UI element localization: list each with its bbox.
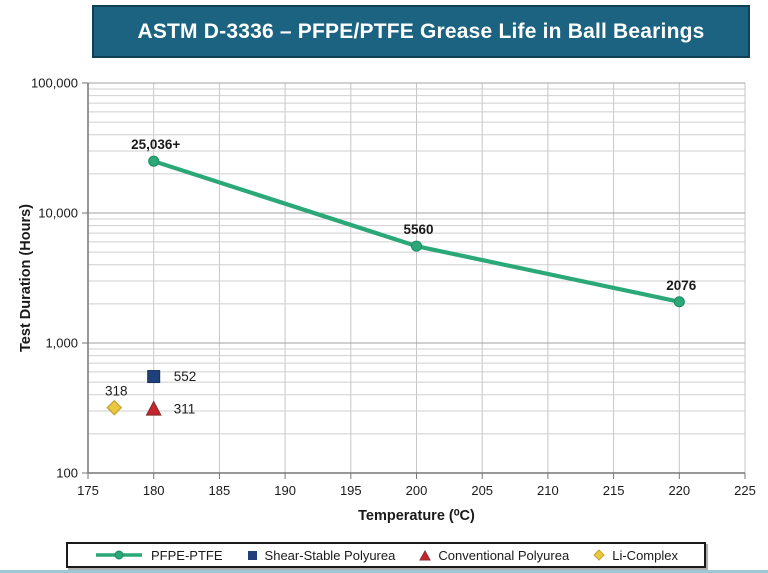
legend-label: Shear-Stable Polyurea bbox=[264, 547, 396, 563]
chart-title: ASTM D-3336 – PFPE/PTFE Grease Life in B… bbox=[137, 19, 705, 43]
chart-legend: PFPE-PTFE Shear-Stable Polyurea Conventi… bbox=[66, 542, 706, 568]
data-label: 552 bbox=[174, 369, 197, 384]
marker-circle bbox=[410, 240, 423, 252]
x-tick-label: 215 bbox=[603, 483, 625, 498]
x-tick-label: 210 bbox=[537, 483, 559, 498]
marker-triangle bbox=[145, 400, 162, 416]
data-label: 311 bbox=[174, 401, 196, 416]
x-tick-label: 205 bbox=[471, 483, 493, 498]
legend-triangle-marker-icon bbox=[419, 549, 432, 560]
legend-item-shear-stable-polyurea: Shear-Stable Polyurea bbox=[247, 547, 396, 563]
chart-title-bar: ASTM D-3336 – PFPE/PTFE Grease Life in B… bbox=[92, 5, 750, 58]
legend-label: PFPE-PTFE bbox=[151, 547, 223, 563]
legend-square-marker-icon bbox=[247, 550, 257, 560]
legend-label: Li-Complex bbox=[612, 547, 678, 563]
x-tick-label: 175 bbox=[77, 483, 99, 498]
bottom-accent-strip bbox=[0, 570, 768, 573]
legend-item-pfpe-ptfe: PFPE-PTFE bbox=[94, 548, 223, 563]
data-label: 318 bbox=[105, 384, 128, 399]
data-label: 25,036+ bbox=[131, 137, 180, 152]
y-tick-label: 1,000 bbox=[45, 336, 78, 351]
x-tick-label: 220 bbox=[668, 483, 690, 498]
data-label: 5560 bbox=[403, 222, 433, 237]
x-tick-label: 195 bbox=[340, 483, 362, 498]
x-tick-label: 185 bbox=[209, 483, 231, 498]
legend-item-li-complex: Li-Complex bbox=[593, 548, 678, 563]
marker-diamond bbox=[106, 399, 123, 416]
marker-square bbox=[147, 370, 161, 384]
data-label: 2076 bbox=[666, 278, 697, 293]
x-axis-title: Temperature (⁰C) bbox=[358, 508, 475, 524]
x-tick-label: 225 bbox=[734, 483, 756, 498]
legend-diamond-marker-icon bbox=[593, 549, 605, 561]
x-tick-label: 200 bbox=[406, 483, 428, 498]
y-tick-label: 100,000 bbox=[31, 76, 78, 91]
legend-label: Conventional Polyurea bbox=[438, 547, 570, 563]
legend-item-conventional-polyurea: Conventional Polyurea bbox=[419, 548, 569, 563]
marker-circle bbox=[148, 155, 160, 167]
y-tick-label: 10,000 bbox=[38, 206, 78, 221]
legend-line-marker-icon bbox=[96, 550, 142, 560]
x-tick-label: 180 bbox=[143, 483, 165, 498]
y-axis-title: Test Duration (Hours) bbox=[18, 204, 34, 352]
x-tick-label: 190 bbox=[274, 483, 296, 498]
y-tick-label: 100 bbox=[56, 466, 78, 481]
marker-circle bbox=[673, 296, 685, 308]
